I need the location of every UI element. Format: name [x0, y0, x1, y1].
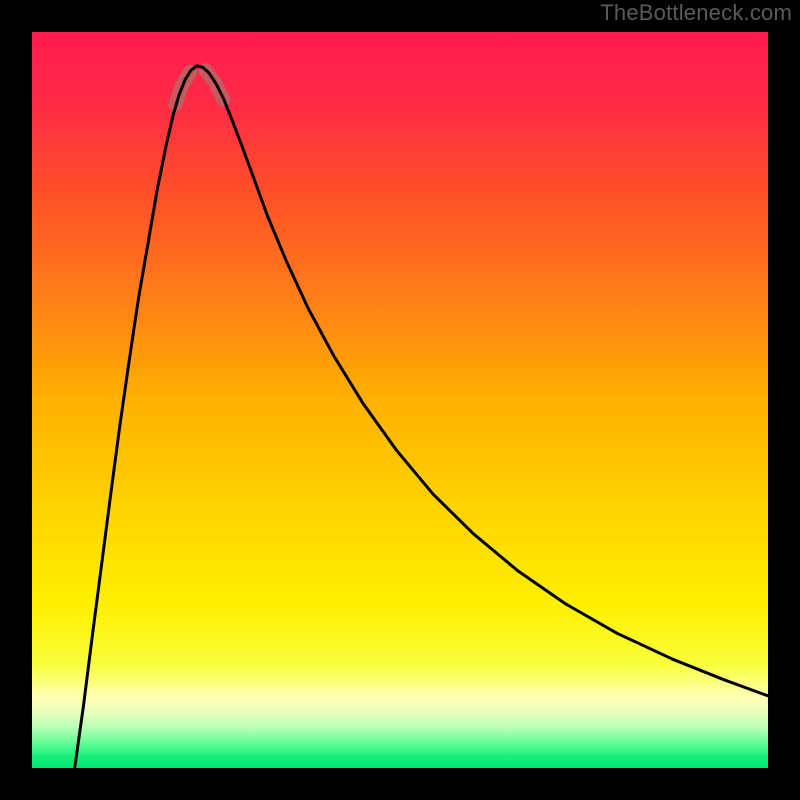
bottleneck-curve	[75, 66, 768, 768]
plot-svg	[32, 32, 768, 768]
plot-area	[32, 32, 768, 768]
chart-frame: TheBottleneck.com	[0, 0, 800, 800]
watermark-text: TheBottleneck.com	[600, 0, 792, 26]
